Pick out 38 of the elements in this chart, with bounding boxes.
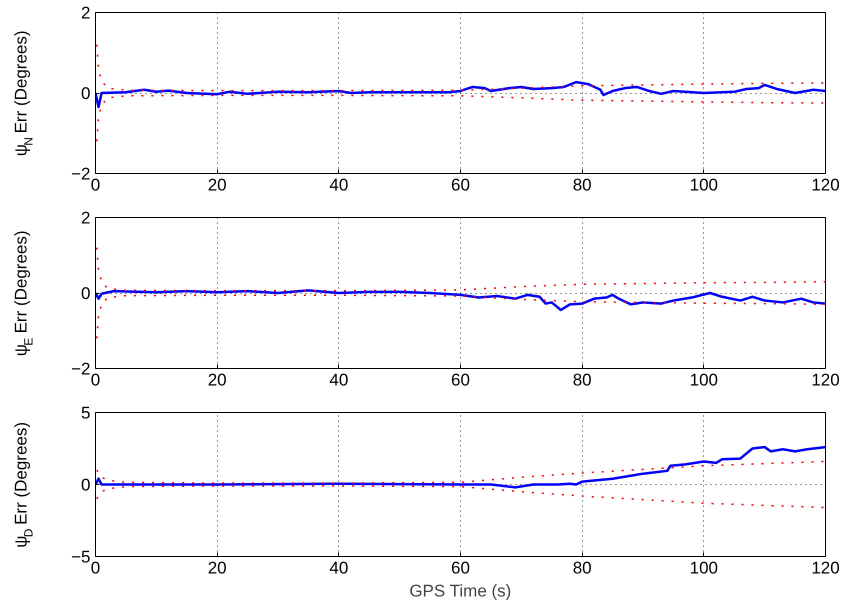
y-axis-title: ψE Err (Degrees) [12,230,36,356]
y-tick-label: 0 [81,476,91,494]
x-tick-label: 40 [329,176,348,194]
x-tick-label: 60 [451,370,470,390]
x-tick-label: 20 [208,370,227,390]
line-series [96,294,826,340]
line-series [96,289,826,312]
x-axis-title: GPS Time (s) [409,582,512,600]
line-series [96,80,826,108]
y-tick-label: 2 [81,4,91,22]
y-axis-title: ψN Err (Degrees) [12,30,36,156]
x-tick-label: 60 [451,176,470,194]
y-tick-label: 5 [81,404,91,422]
y-tick-label: −5 [71,548,91,566]
x-tick-label: 80 [572,558,592,578]
y-tick-label: 0 [81,284,91,303]
x-tick-label: 120 [811,558,840,578]
y-tick-label: 0 [81,84,91,103]
x-tick-label: 60 [451,558,470,578]
line-series [96,44,826,92]
x-tick-label: 100 [690,558,718,578]
x-tick-label: 40 [329,370,348,390]
line-series [96,446,826,489]
x-tick-label: 20 [208,176,227,194]
y-tick-label: 2 [81,208,91,228]
line-series [96,246,826,292]
x-tick-label: 120 [811,370,840,390]
x-tick-label: 40 [329,558,348,578]
x-tick-label: 100 [690,176,718,194]
line-series [96,94,826,142]
y-tick-label: −2 [71,164,91,184]
x-tick-label: 20 [208,558,227,578]
x-tick-label: 80 [572,370,592,390]
y-tick-label: −2 [71,360,91,378]
x-tick-label: 80 [572,176,592,194]
x-tick-label: 120 [811,176,840,194]
y-axis-title: ψD Err (Degrees) [12,422,36,548]
x-tick-label: 100 [690,370,718,390]
